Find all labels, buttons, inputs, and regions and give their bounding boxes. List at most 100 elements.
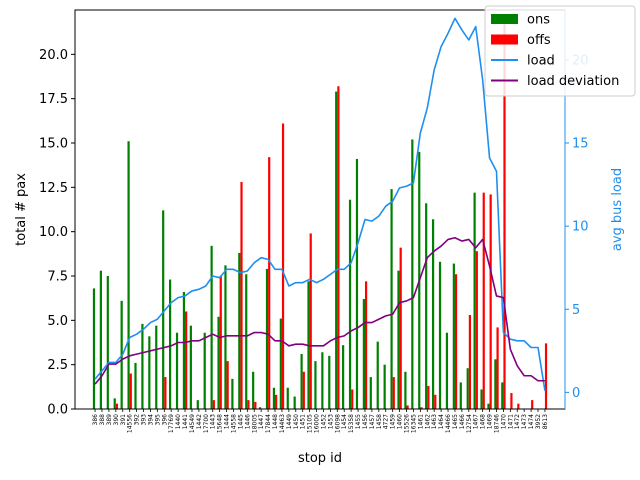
bar-ons (113, 398, 116, 409)
bars-layer (92, 20, 548, 410)
x-tick-label: 15358 (348, 414, 355, 433)
bar-ons (134, 362, 137, 409)
x-tick-label: 16098 (334, 414, 341, 433)
x-tick-label: 17700 (203, 414, 210, 433)
bar-offs (468, 315, 471, 409)
x-tick-label: 1468 (480, 414, 487, 429)
x-tick-label: 1452 (320, 414, 327, 429)
y-right-tick-label: 0 (572, 386, 580, 401)
bar-ons (231, 378, 234, 409)
bar-ons (265, 268, 269, 409)
x-tick-label: 3952 (535, 414, 542, 429)
x-tick-label: 1472 (514, 414, 521, 429)
bar-offs (268, 157, 271, 409)
legend-label: load deviation (527, 74, 619, 89)
bar-offs (129, 373, 132, 409)
bar-offs (427, 385, 430, 409)
bar-ons (328, 355, 331, 409)
bar-ons (404, 371, 407, 409)
bar-ons (452, 263, 455, 409)
x-tick-label: 1453 (327, 414, 334, 429)
bar-ons (383, 364, 386, 409)
bar-ons (92, 288, 96, 409)
bar-offs (434, 394, 437, 409)
y-left-tick-label: 5.0 (47, 314, 68, 329)
y-left-tick-label: 10.0 (39, 225, 68, 240)
bar-ons (141, 323, 144, 409)
bar-ons (459, 382, 462, 409)
bar-offs (496, 327, 499, 409)
x-tick-label: 1444 (224, 414, 231, 429)
x-tick-label: 14556 (127, 414, 134, 433)
bar-ons (258, 407, 262, 409)
x-axis: 386 388 389 390 391 14556 392 393 394 395 396 17769… (92, 409, 549, 433)
bar-offs (544, 343, 548, 409)
bar-ons (314, 361, 317, 409)
x-tick-label: 1457 (369, 414, 376, 429)
x-tick-label: 1449 (286, 414, 293, 429)
x-tick-label: 1463 (431, 414, 438, 429)
bar-offs (337, 86, 340, 410)
bar-offs (364, 281, 368, 409)
bar-ons (279, 318, 282, 409)
bar-ons (390, 189, 393, 409)
bar-ons (445, 332, 449, 409)
bar-ons (376, 341, 379, 409)
x-tick-label: 1451 (300, 414, 307, 429)
x-tick-label: 1471 (507, 414, 514, 429)
bar-offs (115, 403, 119, 409)
bar-offs (212, 400, 215, 409)
y-left-tick-label: 7.5 (47, 270, 68, 285)
x-tick-label: 393 (141, 414, 148, 426)
bar-ons (210, 245, 213, 409)
bar-ons (148, 336, 151, 409)
x-tick-label: 15648 (217, 414, 224, 433)
legend-swatch (491, 14, 518, 24)
legend-label: ons (527, 13, 550, 28)
bar-ons (494, 359, 497, 409)
x-tick-label: 1473 (521, 414, 528, 429)
bar-ons (342, 345, 345, 409)
bar-ons (286, 387, 289, 409)
bar-offs (420, 407, 423, 409)
x-tick-label: 1448 (272, 414, 279, 429)
x-tick-label: 396 (161, 414, 168, 426)
x-tick-label: 1462 (424, 414, 431, 429)
bar-offs (406, 405, 409, 409)
x-tick-label: 394 (147, 414, 154, 426)
legend-label: offs (527, 33, 551, 48)
bar-ons (169, 279, 172, 409)
bar-ons (217, 316, 220, 409)
x-tick-label: 1443 (210, 414, 217, 429)
bar-offs (281, 123, 285, 409)
y-left-tick-label: 2.5 (47, 358, 68, 373)
bar-ons (106, 276, 109, 409)
x-tick-label: 17844 (265, 414, 272, 433)
x-tick-label: 16345 (410, 414, 417, 433)
bar-offs (392, 377, 395, 409)
bar-offs (489, 194, 492, 409)
x-tick-label: 1464 (438, 414, 445, 429)
bar-ons (397, 270, 400, 409)
y-axis-right-label: avg bus load (610, 168, 625, 251)
x-tick-label: 15526 (404, 414, 411, 433)
x-tick-label: 4727 (383, 414, 390, 429)
bar-ons (155, 325, 158, 409)
x-tick-label: 391 (120, 414, 127, 426)
bar-ons (162, 210, 165, 409)
bar-ons (182, 291, 186, 409)
bar-ons (224, 265, 227, 409)
bar-ons (487, 403, 490, 409)
line-load (94, 17, 546, 391)
bar-ons (300, 354, 303, 409)
bar-offs (275, 394, 278, 409)
bar-ons (425, 203, 428, 409)
x-tick-label: 17769 (168, 414, 175, 433)
x-tick-label: 1445 (237, 414, 244, 429)
y-axis-left: 0.0 2.5 5.0 7.5 10.0 12.5 15.0 17.5 20.0 (39, 48, 75, 418)
bar-ons (252, 371, 255, 409)
x-tick-label: 1442 (196, 414, 203, 429)
bar-offs (503, 20, 506, 409)
y-left-tick-label: 15.0 (39, 137, 68, 152)
